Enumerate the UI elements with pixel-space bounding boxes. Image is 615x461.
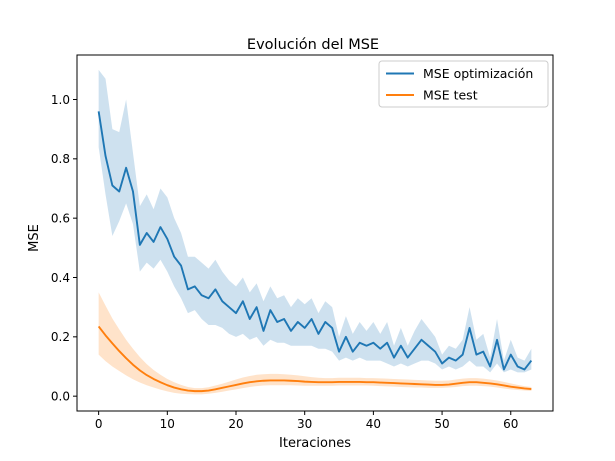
legend-label-mse-test: MSE test bbox=[423, 88, 478, 103]
y-tick-label: 0.6 bbox=[51, 211, 70, 225]
y-tick-label: 0.2 bbox=[51, 330, 70, 344]
chart-title: Evolución del MSE bbox=[247, 37, 379, 53]
x-tick-label: 60 bbox=[503, 417, 518, 431]
plot-frame bbox=[76, 54, 554, 412]
y-axis-label: MSE bbox=[27, 224, 42, 252]
y-tick-label: 0.8 bbox=[51, 152, 70, 166]
x-tick-label: 50 bbox=[434, 417, 449, 431]
x-tick-label: 0 bbox=[95, 417, 103, 431]
y-tick-label: 1.0 bbox=[51, 93, 70, 107]
x-tick-label: 20 bbox=[228, 417, 243, 431]
series-line-mse-optimizacion bbox=[97, 111, 533, 371]
plot-area: 0 10 20 30 40 50 60 0.0 0.2 0.4 0.6 0.8 1.0 bbox=[51, 54, 554, 431]
legend: MSE optimización MSE test bbox=[378, 60, 549, 108]
y-tick-label: 0.4 bbox=[51, 271, 70, 285]
series-line-mse-test bbox=[97, 325, 532, 393]
y-tick-label: 0.0 bbox=[51, 389, 70, 403]
legend-frame bbox=[378, 60, 549, 108]
x-tick-label: 10 bbox=[160, 417, 175, 431]
legend-label-mse-optimizacion: MSE optimización bbox=[423, 66, 533, 81]
x-tick-label: 40 bbox=[366, 417, 381, 431]
x-axis-label: Iteraciones bbox=[279, 436, 351, 451]
x-tick-label: 30 bbox=[297, 417, 312, 431]
